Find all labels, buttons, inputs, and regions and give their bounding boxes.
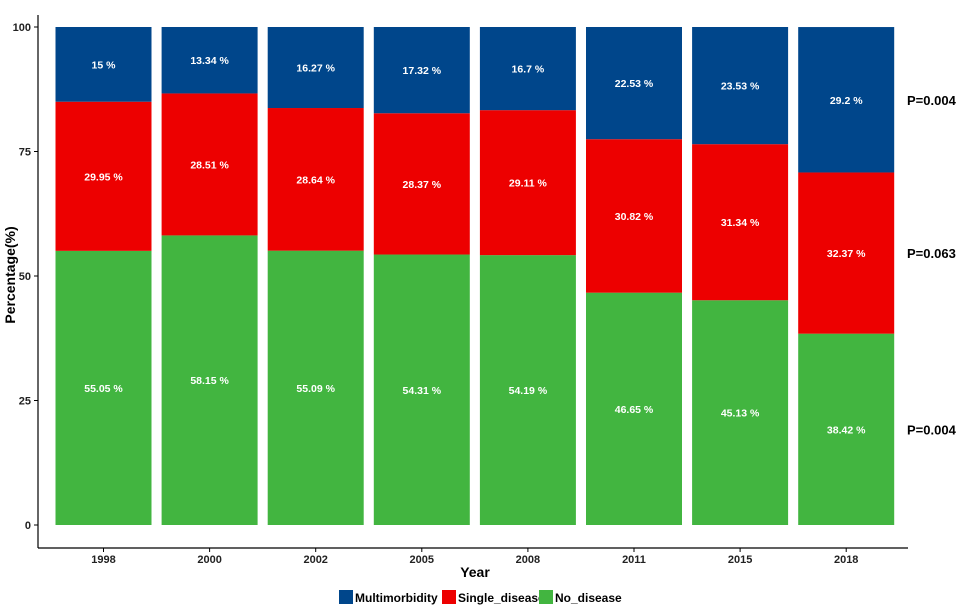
bar-segment-single_disease-2000 [161,93,258,236]
x-tick-label: 2005 [410,554,434,566]
bar-value-label: 29.11 % [509,178,548,190]
bar-value-label: 17.32 % [403,65,442,77]
bar-value-label: 31.34 % [721,217,760,229]
bar-value-label: 45.13 % [721,408,760,420]
bar-segment-no_disease-2000 [161,235,258,525]
bar-segment-multimorbidity-1998 [55,27,152,102]
bar-value-label: 13.34 % [190,55,229,67]
y-tick-label: 50 [19,271,31,283]
bar-value-label: 54.31 % [403,385,442,397]
bar-segment-no_disease-2018 [798,333,895,525]
p-value-no_disease: P=0.004 [907,422,957,437]
bar-value-label: 55.09 % [296,383,335,395]
bar-segment-no_disease-2015 [692,300,789,525]
legend-label-single_disease: Single_disease [458,591,545,605]
bar-segment-multimorbidity-2002 [267,27,364,109]
bar-segment-single_disease-2018 [798,172,895,334]
bar-value-label: 23.53 % [721,81,760,93]
bar-value-label: 22.53 % [615,78,654,90]
bar-value-label: 30.82 % [615,211,654,223]
p-value-multimorbidity: P=0.004 [907,93,957,108]
legend-label-multimorbidity: Multimorbidity [355,591,438,605]
bar-segment-multimorbidity-2011 [586,27,682,140]
bars-layer [55,27,895,526]
bar-value-label: 16.27 % [296,63,335,75]
bar-value-label: 16.7 % [512,64,545,76]
bar-segment-multimorbidity-2008 [479,27,576,111]
y-axis-title: Percentage(%) [2,226,18,323]
y-tick-label: 100 [13,22,31,34]
y-ticks-layer: 0 25 50 75 100 [13,22,38,532]
x-tick-label: 2015 [728,554,752,566]
y-tick-label: 25 [19,396,31,408]
x-tick-label: 2011 [622,554,646,566]
bar-segment-no_disease-2008 [479,255,576,526]
x-tick-label: 2008 [516,554,540,566]
legend-swatch-multimorbidity [339,590,353,604]
bar-segment-single_disease-2002 [267,108,364,251]
axes-layer [37,15,908,549]
bar-value-label: 28.51 % [190,159,229,171]
x-ticks-layer: 1998 2000 2002 2005 2008 2011 2015 2018 [91,548,858,566]
bar-segment-no_disease-2011 [586,292,682,525]
bar-value-label: 28.64 % [296,174,335,186]
bar-segment-single_disease-2005 [373,113,470,255]
x-tick-label: 2000 [197,554,221,566]
bar-segment-single_disease-2008 [479,110,576,256]
bar-segment-multimorbidity-2018 [798,27,895,173]
bar-labels-layer: 55.05 % 29.95 % 15 % 58.15 % 28.51 % 13.34 % 5… [84,55,866,436]
bar-segment-no_disease-2002 [267,250,364,525]
p-value-single_disease: P=0.063 [907,246,956,261]
bar-value-label: 29.2 % [830,95,863,107]
bar-segment-single_disease-2015 [692,144,789,301]
legend-swatch-single_disease [442,590,456,604]
x-tick-label: 1998 [91,554,115,566]
bar-value-label: 32.37 % [827,248,866,260]
legend-swatch-no_disease [539,590,553,604]
bar-segment-no_disease-2005 [373,254,470,525]
p-value-annotations: P=0.004 P=0.063 P=0.004 [907,93,957,438]
bar-value-label: 58.15 % [190,375,229,387]
bar-segment-no_disease-1998 [55,250,152,525]
bar-value-label: 46.65 % [615,404,654,416]
bar-segment-multimorbidity-2015 [692,27,789,145]
bar-value-label: 54.19 % [509,385,548,397]
bar-segment-multimorbidity-2000 [161,27,258,94]
bar-value-label: 15 % [92,59,117,71]
x-tick-label: 2002 [303,554,327,566]
x-axis-title: Year [460,564,490,580]
bar-segment-single_disease-2011 [586,139,682,293]
bar-value-label: 29.95 % [84,171,123,183]
x-tick-label: 2018 [834,554,858,566]
bar-value-label: 28.37 % [403,179,442,191]
bar-segment-multimorbidity-2005 [373,27,470,114]
bar-value-label: 55.05 % [84,383,123,395]
legend: Multimorbidity Single_disease No_disease [339,590,622,605]
bar-value-label: 38.42 % [827,424,866,436]
y-tick-label: 75 [19,147,31,159]
y-tick-label: 0 [25,520,31,532]
bar-segment-single_disease-1998 [55,101,152,251]
legend-label-no_disease: No_disease [555,591,622,605]
